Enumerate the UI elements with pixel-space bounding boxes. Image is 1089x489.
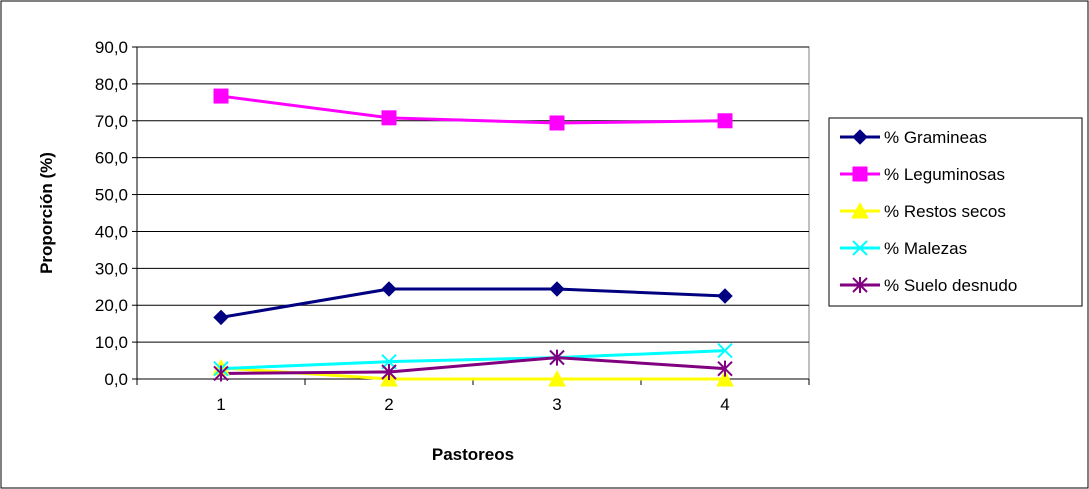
- y-axis-title: Proporción (%): [37, 152, 56, 274]
- data-point: [549, 349, 565, 366]
- series-lines: [220, 94, 726, 381]
- data-point: [716, 369, 734, 387]
- data-point: [213, 88, 229, 104]
- y-tick-label: 30,0: [95, 259, 128, 278]
- x-axis-title: Pastoreos: [432, 445, 514, 464]
- data-point: [548, 369, 566, 387]
- y-tick-label: 90,0: [95, 38, 128, 57]
- data-point: [549, 115, 565, 131]
- y-tick-label: 0,0: [104, 370, 128, 389]
- data-point: [549, 281, 565, 297]
- data-point: [213, 309, 229, 326]
- y-tick-label: 40,0: [95, 222, 128, 241]
- y-axis: 0,0 10,0 20,0 30,0 40,0 50,0 60,0 70,0 80,0 90,0: [95, 38, 138, 389]
- legend-label: % Suelo desnudo: [884, 276, 1017, 295]
- y-tick-label: 10,0: [95, 333, 128, 352]
- x-tick-label: 4: [720, 395, 729, 414]
- legend-label: % Malezas: [884, 239, 967, 258]
- data-point: [717, 360, 733, 377]
- y-tick-label: 50,0: [95, 186, 128, 205]
- x-tick-label: 2: [384, 395, 393, 414]
- legend-marker: [851, 201, 869, 219]
- y-tick-label: 20,0: [95, 296, 128, 315]
- series-markers: [212, 88, 734, 387]
- y-tick-label: 60,0: [95, 149, 128, 168]
- legend-label: % Leguminosas: [884, 165, 1005, 184]
- legend-marker: [852, 129, 868, 145]
- series-line-0: [220, 287, 726, 319]
- legend-marker: [852, 277, 868, 293]
- data-point: [213, 365, 229, 382]
- data-point: [717, 113, 733, 129]
- legend-marker: [852, 166, 868, 182]
- series-line-4: [220, 356, 726, 375]
- grid-lines: [137, 46, 809, 343]
- legend: % Gramineas % Leguminosas % Restos secos % …: [828, 117, 1083, 307]
- series-line-1: [220, 94, 726, 125]
- data-point: [381, 363, 397, 380]
- legend-label: % Gramineas: [884, 128, 987, 147]
- data-point: [717, 288, 733, 304]
- x-tick-label: 3: [552, 395, 561, 414]
- data-point: [717, 342, 733, 359]
- data-point: [381, 281, 397, 297]
- legend-label: % Restos secos: [884, 202, 1006, 221]
- series-line-3: [220, 349, 726, 371]
- legend-marker: [852, 240, 868, 256]
- y-tick-label: 70,0: [95, 112, 128, 131]
- x-tick-label: 1: [216, 395, 225, 414]
- plot-area: [136, 46, 810, 380]
- data-point: [381, 110, 397, 126]
- y-tick-label: 80,0: [95, 75, 128, 94]
